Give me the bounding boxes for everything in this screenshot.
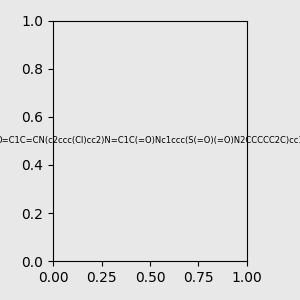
Text: O=C1C=CN(c2ccc(Cl)cc2)N=C1C(=O)Nc1ccc(S(=O)(=O)N2CCCCC2C)cc1: O=C1C=CN(c2ccc(Cl)cc2)N=C1C(=O)Nc1ccc(S(…: [0, 136, 300, 146]
